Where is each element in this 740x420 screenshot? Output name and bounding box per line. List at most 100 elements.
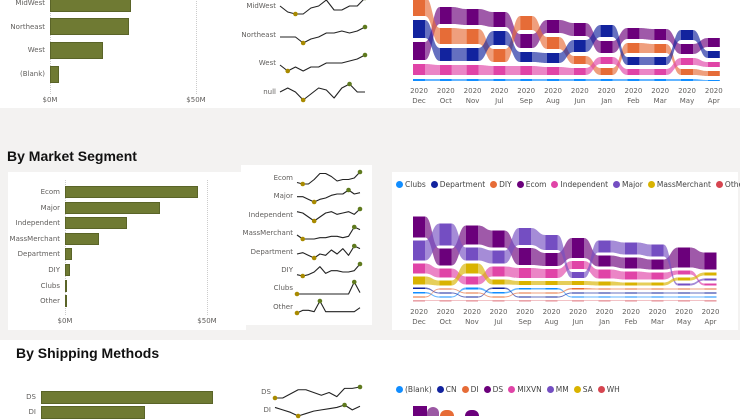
- shipping-ribbon-legend: (Blank) CN DI DS MIXVN MM SA WH: [396, 385, 620, 394]
- ribbon-band: [425, 64, 440, 75]
- ribbon-band: [584, 301, 599, 302]
- legend-item[interactable]: DI: [462, 385, 479, 394]
- ribbon-column: [627, 28, 639, 39]
- segment-title: By Market Segment: [7, 148, 137, 164]
- sparkline-label: MidWest: [246, 1, 276, 11]
- ribbon-band: [690, 248, 705, 270]
- ribbon-column: [546, 269, 558, 278]
- ribbon-band: [452, 79, 467, 81]
- x-axis-year: 2020: [490, 87, 508, 95]
- ribbon-band: [478, 226, 493, 248]
- ribbon-column: [493, 12, 505, 27]
- legend-item[interactable]: CN: [437, 385, 457, 394]
- ribbon-column: [601, 57, 613, 64]
- ribbon-column: [601, 79, 613, 81]
- ribbon-column: [413, 406, 427, 416]
- bar: [65, 186, 198, 198]
- sparkline-label: West: [259, 58, 276, 68]
- sparkline-path: [297, 227, 360, 239]
- sparkline-max-marker: [352, 243, 357, 248]
- sparkline: [276, 0, 369, 18]
- sparkline-label: Major: [274, 191, 293, 201]
- ribbon-column: [413, 79, 425, 81]
- ribbon-column: [678, 297, 690, 298]
- sparkline-max-marker: [352, 225, 357, 230]
- ribbon-band: [479, 79, 494, 81]
- legend-item[interactable]: WH: [598, 385, 620, 394]
- ribbon-band: [611, 282, 626, 286]
- ribbon-band: [690, 293, 705, 294]
- ribbon-band: [611, 293, 626, 294]
- x-axis-year: 2020: [624, 87, 642, 95]
- ribbon-column: [519, 268, 531, 278]
- ribbon-band: [532, 52, 547, 63]
- ribbon-column: [466, 293, 478, 294]
- shipping-ribbon-chart: [395, 400, 740, 416]
- sparkline-label: Ecom: [274, 173, 293, 183]
- legend-label: MM: [556, 385, 569, 394]
- ribbon-band: [584, 297, 599, 298]
- x-axis-month: Jul: [493, 318, 503, 326]
- ribbon-column: [440, 293, 452, 294]
- ribbon-column: [705, 297, 717, 298]
- ribbon-column: [546, 293, 558, 294]
- ribbon-band: [611, 256, 626, 269]
- legend-item[interactable]: (Blank): [396, 385, 432, 394]
- ribbon-column: [708, 62, 720, 67]
- legend-item[interactable]: DS: [484, 385, 504, 394]
- ribbon-column: [599, 293, 611, 294]
- ribbon-column: [546, 253, 558, 266]
- ribbon-column: [678, 293, 690, 294]
- ribbon-column: [413, 288, 425, 290]
- sparkline-path: [280, 0, 365, 14]
- sparkline-max-marker: [347, 81, 352, 86]
- ribbon-column: [466, 301, 478, 302]
- sparkline: [293, 297, 364, 317]
- legend-label: (Blank): [405, 385, 432, 394]
- ribbon-column: [601, 41, 613, 53]
- ribbon-column: [546, 235, 558, 250]
- ribbon-band: [637, 297, 652, 298]
- ribbon-column: [625, 301, 637, 302]
- sparkline-path: [297, 209, 360, 221]
- x-axis-year: 2020: [596, 308, 614, 316]
- sparkline-path: [280, 84, 365, 100]
- ribbon-column: [599, 282, 611, 286]
- sparkline-label: Department: [251, 247, 293, 257]
- ribbon-band: [425, 277, 440, 286]
- legend-item[interactable]: SA: [574, 385, 593, 394]
- x-axis-month: Apr: [708, 97, 720, 105]
- bar: [50, 42, 103, 59]
- ribbon-column: [493, 301, 505, 302]
- ribbon-column: [493, 231, 505, 248]
- ribbon-column: [440, 289, 452, 290]
- x-axis-year: 2020: [437, 87, 455, 95]
- ribbon-column: [440, 297, 452, 298]
- ribbon-column: [413, 277, 425, 285]
- ribbon-column: [520, 34, 532, 48]
- sparkline: [293, 186, 364, 206]
- x-axis-month: Dec: [412, 97, 426, 105]
- sparkline: [293, 260, 364, 280]
- ribbon-column: [466, 297, 478, 298]
- ribbon-column: [652, 245, 664, 257]
- legend-item[interactable]: MM: [547, 385, 569, 394]
- ribbon-band: [505, 66, 520, 75]
- ribbon-column: [574, 23, 586, 36]
- x-axis-month: Mar: [654, 97, 667, 105]
- ribbon-band: [558, 301, 573, 302]
- ribbon-column: [520, 16, 532, 30]
- ribbon-column: [705, 301, 717, 302]
- ribbon-column: [547, 67, 559, 75]
- ribbon-band: [532, 79, 547, 81]
- ribbon-band: [664, 297, 679, 298]
- ribbon-column: [572, 288, 584, 290]
- ribbon-band: [637, 243, 652, 257]
- ribbon-column: [493, 267, 505, 277]
- legend-item[interactable]: MIXVN: [508, 385, 542, 394]
- sparkline-min-marker: [285, 69, 290, 74]
- region-ribbon-chart: 2020Dec2020Oct2020Nov2020Jul2020Sep2020A…: [395, 0, 740, 108]
- ribbon-band: [611, 241, 626, 255]
